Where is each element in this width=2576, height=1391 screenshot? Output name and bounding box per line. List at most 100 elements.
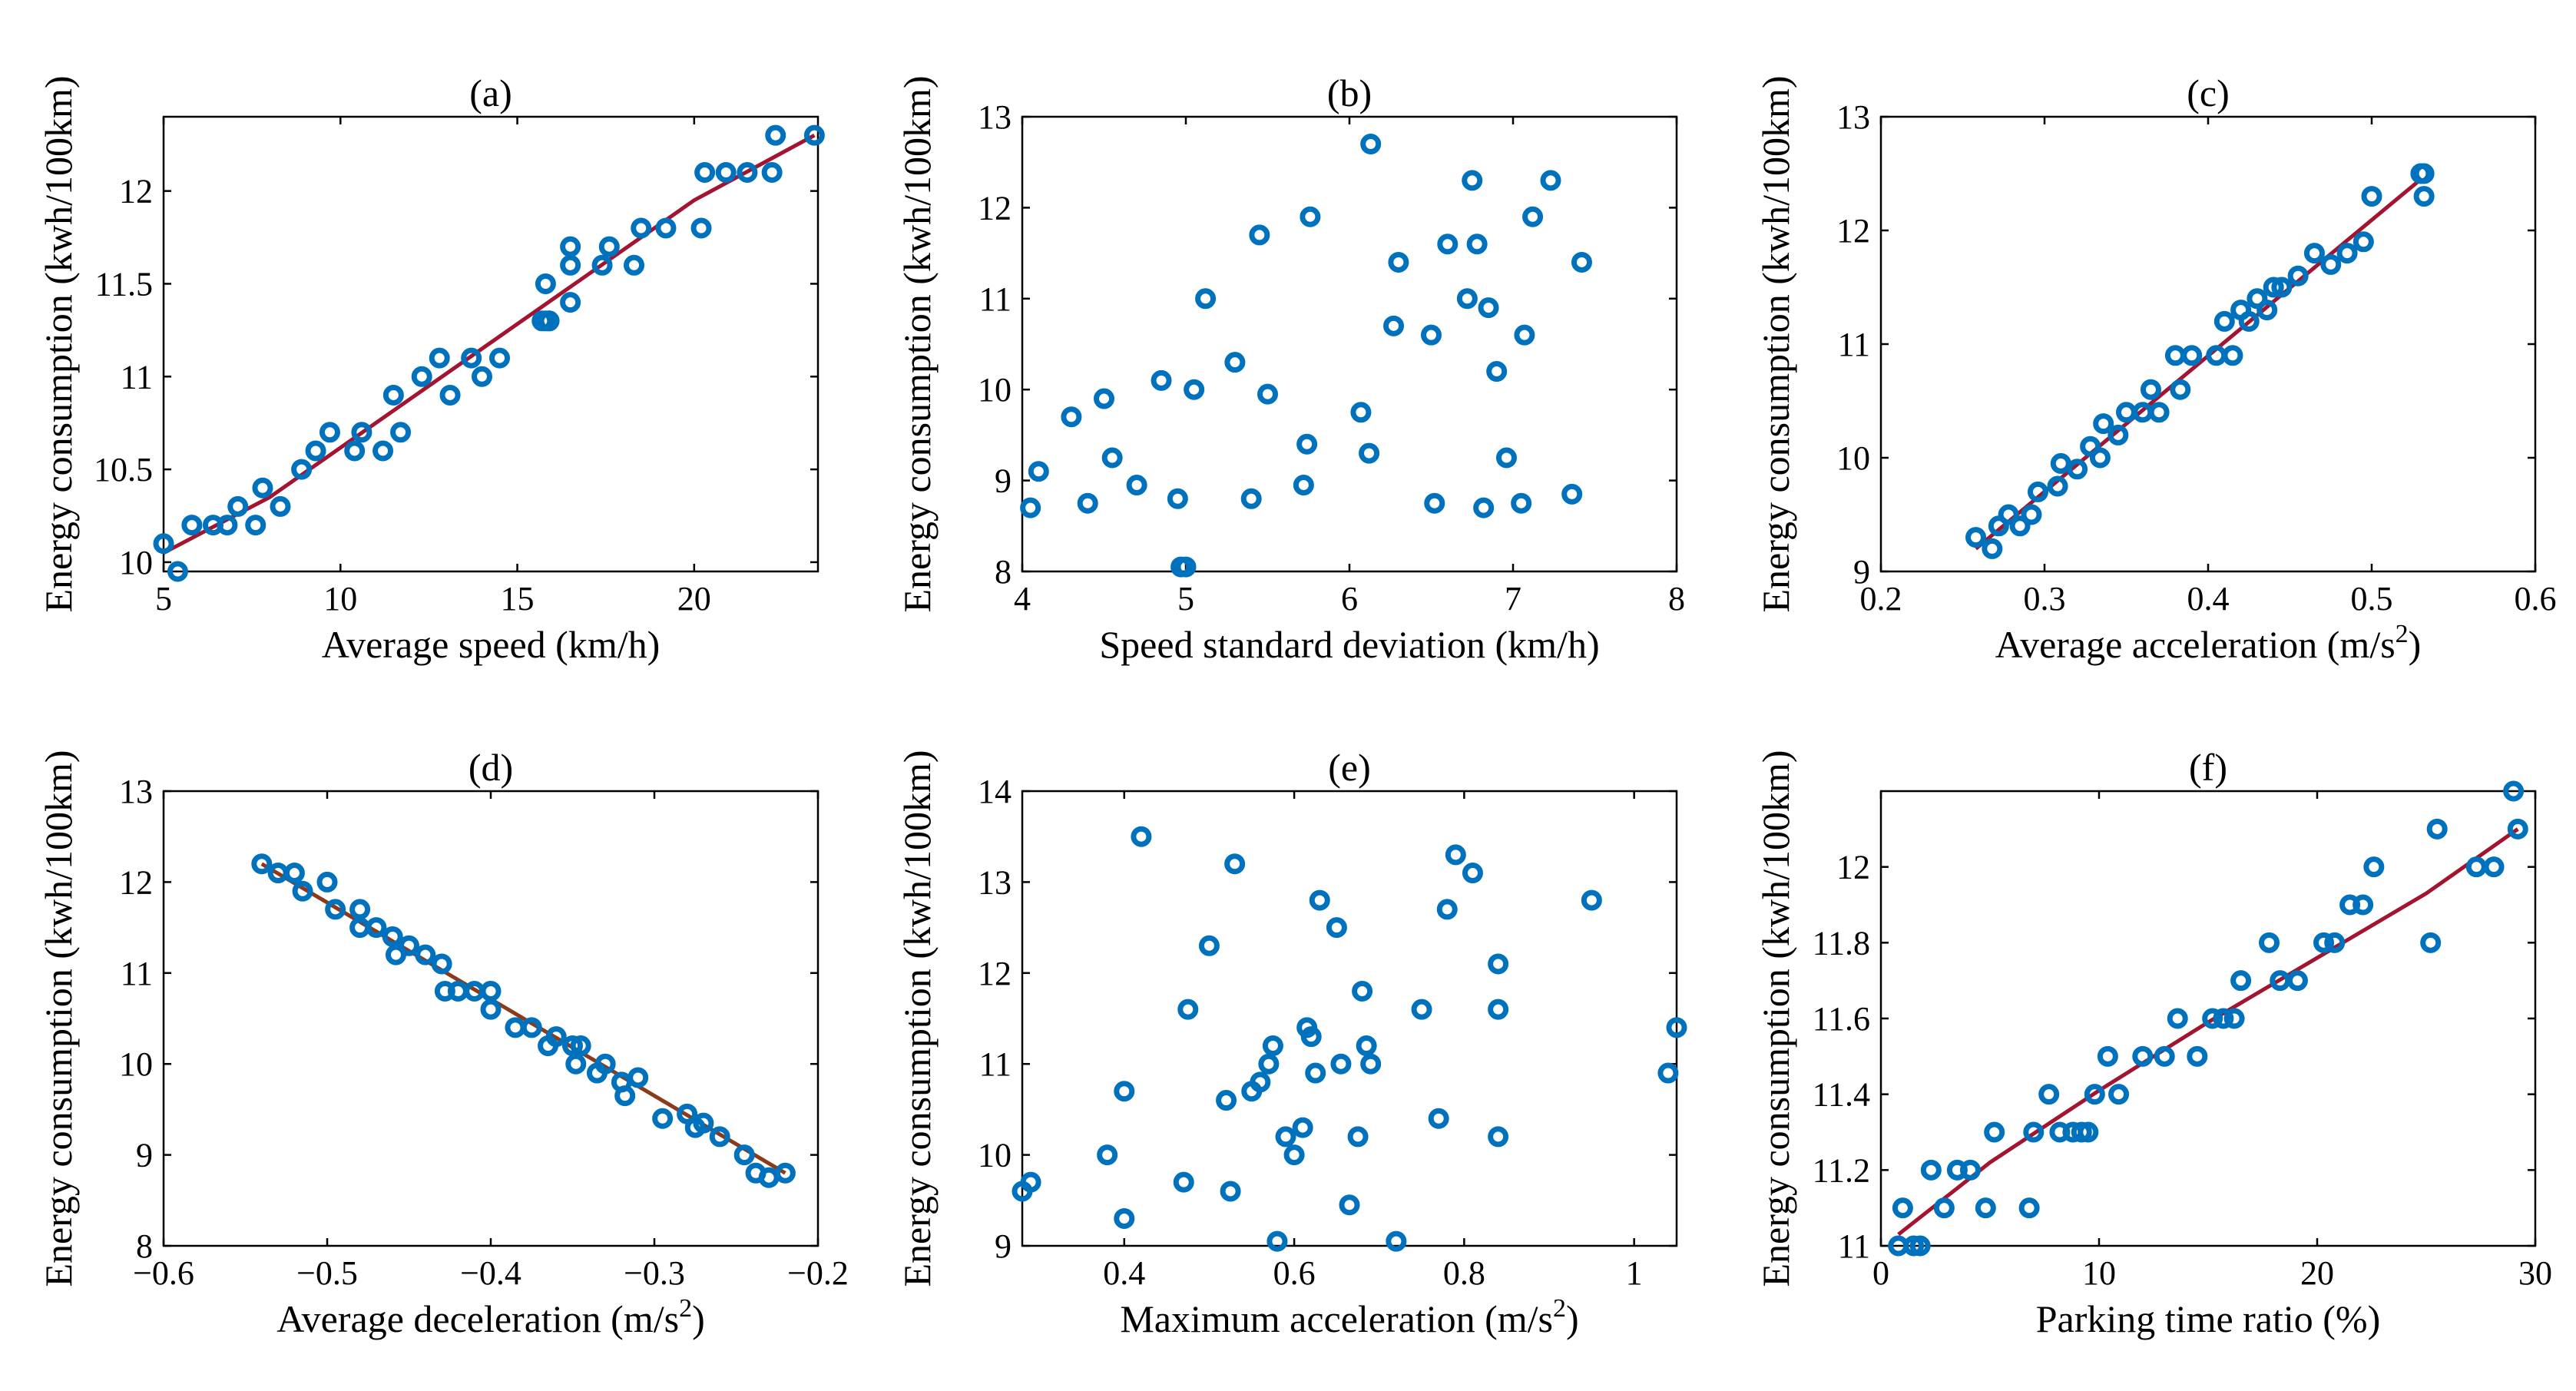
data-point [2097,1045,2118,1067]
data-point [2413,163,2435,184]
y-tick-label: 14 [978,773,1012,810]
data-point [245,515,267,536]
y-tick-label: 11.8 [1813,924,1870,962]
y-tick-label: 10 [1836,439,1870,477]
data-point [429,347,450,369]
y-tick-label: 11.2 [1813,1151,1870,1189]
data-point [2303,243,2325,264]
data-point [2213,310,2235,332]
data-point [627,1067,649,1088]
data-point [2078,1121,2099,1143]
subplot-b: 4 5 6 7 8 8 9 10 11 12 13 (b) Speed standard deviati… [896,71,1685,666]
data-point [1892,1197,1913,1219]
subplot-e: 0.4 0.6 0.8 1 9 10 11 12 13 14 (e) Maximum accelera… [896,746,1687,1340]
data-point [1305,1062,1326,1084]
data-point [2080,436,2101,457]
data-point [2361,186,2382,207]
data-point [270,495,291,517]
data-point [1514,324,1535,346]
data-point [1097,1144,1118,1166]
data-point [1657,1062,1679,1084]
data-point [1436,899,1458,920]
data-point [1326,917,1347,939]
data-point [1462,170,1483,191]
data-point [2238,310,2260,332]
x-tick-label: 8 [1668,580,1685,618]
data-point [316,871,338,893]
y-tick-label: 12 [978,189,1012,227]
data-point [1330,1053,1352,1075]
x-tick-label: 20 [677,580,711,618]
x-tick-label: 20 [2300,1254,2334,1292]
data-point [1437,233,1459,255]
plot-area-f [1879,790,2537,1247]
data-point [2353,894,2374,916]
data-point [614,1085,636,1107]
data-point [1495,447,1517,469]
x-tick-label: 15 [501,580,535,618]
data-point [1151,369,1172,391]
data-point [2187,1045,2208,1067]
data-point [1184,379,1205,400]
data-point [560,292,581,313]
y-tick-label: 8 [136,1227,153,1265]
data-point [2067,459,2088,480]
y-tick-label: 12 [119,863,153,901]
y-tick-label: 11 [1838,1227,1870,1265]
data-point [489,347,511,369]
data-point [2287,265,2309,286]
data-point [1167,488,1188,509]
x-tick-label: 0.3 [2024,580,2066,618]
y-tick-label: 9 [1853,553,1870,591]
data-point [2167,1008,2188,1029]
data-point [1359,442,1380,464]
x-tick-label: 10 [323,580,357,618]
data-point [1581,889,1602,911]
data-point [1114,1081,1135,1102]
data-point [2324,932,2346,953]
data-point [2263,277,2284,298]
data-point [1666,1017,1687,1038]
data-point [251,853,273,875]
data-point [1488,1126,1509,1148]
data-point [1920,1159,1942,1181]
data-point [382,384,404,406]
data-point [1126,475,1147,496]
data-point [1445,844,1466,866]
data-point [217,515,238,536]
data-point [765,124,786,146]
data-point [1250,1071,1271,1093]
data-point [2107,424,2129,445]
data-point [1198,935,1220,956]
subplot-title: (f) [2189,746,2227,789]
y-tick-label: 9 [136,1137,153,1174]
data-point [2230,970,2252,992]
data-point [2132,1045,2154,1067]
data-point [1360,134,1382,155]
data-point [167,561,188,582]
data-point [415,944,436,965]
y-axis-label: Energy consumption (kwh/100km) [37,76,80,613]
data-point [439,384,461,406]
data-point [1216,1090,1237,1111]
data-point [2202,1008,2223,1029]
data-point [382,926,403,947]
data-point [570,1035,591,1057]
data-point [538,310,560,332]
y-axis-label: Energy consumption (kwh/100km) [37,750,80,1287]
data-point [1984,1121,2005,1143]
x-axis-label: Average acceleration (m/s2) [1995,620,2422,666]
data-point [1300,206,1321,227]
data-point [1975,1197,1996,1219]
data-point [694,161,716,183]
data-point [1309,889,1330,911]
data-point [2271,277,2293,298]
data-point [1220,1181,1241,1202]
data-point [1473,497,1495,518]
y-tick-label: 11 [121,358,153,396]
data-point [560,236,581,257]
data-point [1424,492,1445,514]
subplot-title: (b) [1327,71,1372,114]
